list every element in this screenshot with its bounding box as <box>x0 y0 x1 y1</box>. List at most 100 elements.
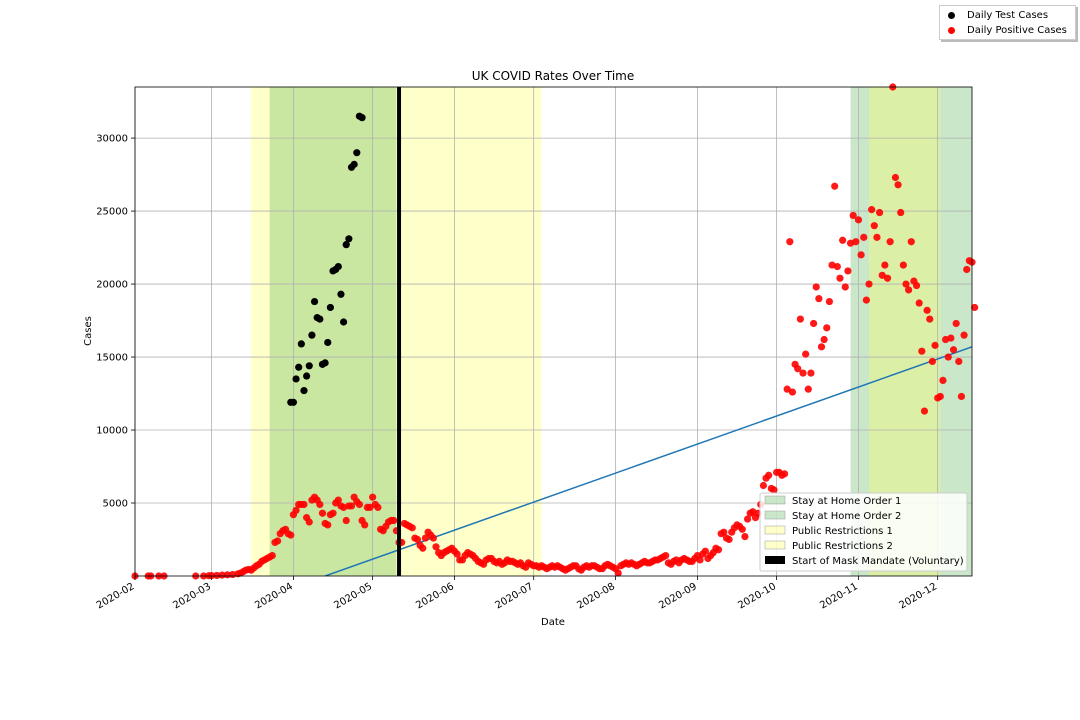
shaded-period-2 <box>269 87 397 576</box>
test-case-point <box>334 262 342 271</box>
shade-legend-label: Public Restrictions 1 <box>792 526 893 537</box>
positive-case-point <box>849 211 857 220</box>
test-case-point <box>295 363 303 371</box>
positive-case-point <box>366 503 374 511</box>
positive-case-point <box>413 535 422 544</box>
positive-case-point <box>944 353 952 361</box>
positive-case-point <box>905 286 913 294</box>
positive-case-point <box>738 525 746 533</box>
positive-case-point <box>870 222 878 230</box>
positive-case-point <box>860 233 868 241</box>
legend-entry-positive-cases: Daily Positive Cases <box>948 23 1067 37</box>
test-case-point <box>350 160 358 168</box>
positive-case-point <box>894 181 902 189</box>
positive-case-point <box>765 471 773 479</box>
positive-case-point <box>408 524 416 532</box>
test-case-point <box>358 114 366 122</box>
x-tick-label: 2020-10 <box>736 581 778 611</box>
positive-case-point <box>305 518 313 526</box>
legend-label-test: Daily Test Cases <box>967 9 1049 21</box>
positive-case-point <box>287 531 295 539</box>
positive-case-point <box>369 493 377 501</box>
positive-case-point <box>300 500 308 509</box>
positive-case-point <box>963 265 971 274</box>
positive-case-point <box>223 571 232 579</box>
positive-case-point <box>390 516 398 525</box>
y-tick-label: 10000 <box>96 426 128 437</box>
positive-cases-series <box>131 83 979 580</box>
positive-case-point <box>971 303 979 312</box>
shade-legend-swatch <box>765 556 785 564</box>
positive-case-point <box>799 369 807 377</box>
test-case-point <box>316 315 324 323</box>
positive-case-point <box>334 496 342 504</box>
positive-case-point <box>432 543 440 551</box>
x-tick-label: 2020-03 <box>171 581 213 611</box>
positive-case-point <box>886 238 894 246</box>
positive-case-point <box>207 571 216 580</box>
y-tick-label: 30000 <box>96 134 128 145</box>
test-case-point <box>305 362 313 370</box>
positive-case-point <box>292 506 300 514</box>
positive-case-point <box>936 392 944 401</box>
positive-case-point <box>804 385 812 393</box>
x-tick-label: 2020-11 <box>818 581 860 611</box>
positive-case-point <box>419 544 427 552</box>
test-case-point <box>337 290 345 298</box>
test-case-point <box>353 149 361 157</box>
test-case-point <box>321 359 329 367</box>
shade-legend-swatch <box>764 540 786 550</box>
legend-marker-positive <box>948 26 955 34</box>
positive-case-point <box>807 369 815 377</box>
positive-case-point <box>833 262 841 271</box>
positive-case-point <box>815 295 823 303</box>
y-tick-label: 15000 <box>96 353 128 364</box>
positive-case-point <box>213 571 221 580</box>
legend-marker-test <box>948 11 955 19</box>
test-case-point <box>308 331 316 339</box>
axes-frame <box>134 86 973 577</box>
positive-case-point <box>324 521 332 529</box>
shade-legend-frame <box>759 492 968 572</box>
positive-case-point <box>725 535 733 544</box>
axes <box>131 86 973 580</box>
positive-case-point <box>429 534 437 542</box>
positive-case-point <box>897 208 905 217</box>
positive-case-point <box>881 261 889 269</box>
positive-case-point <box>878 271 886 279</box>
test-case-point <box>292 375 300 383</box>
positive-case-point <box>347 502 356 510</box>
positive-case-point <box>875 208 884 217</box>
positive-case-point <box>852 238 860 246</box>
grid <box>134 87 972 576</box>
positive-case-point <box>743 515 752 523</box>
x-axis-label: Date <box>541 617 565 628</box>
test-case-point <box>310 297 319 306</box>
positive-case-point <box>788 388 797 396</box>
positive-case-point <box>809 319 818 328</box>
positive-case-point <box>316 500 324 509</box>
positive-case-point <box>701 547 709 555</box>
positive-case-point <box>928 357 936 366</box>
positive-case-point <box>741 532 749 541</box>
positive-case-point <box>759 481 768 490</box>
positive-case-point <box>342 516 350 525</box>
positive-case-point <box>923 306 931 314</box>
positive-case-point <box>796 315 804 323</box>
y-tick-label: 20000 <box>96 280 128 291</box>
positive-case-point <box>912 281 921 290</box>
positive-case-point <box>614 569 622 577</box>
positive-case-point <box>831 182 839 190</box>
chart-title: UK COVID Rates Over Time <box>472 69 635 83</box>
x-tick-label: 2020-05 <box>332 581 374 611</box>
positive-case-point <box>786 238 794 246</box>
positive-case-point <box>268 551 276 560</box>
positive-case-point <box>273 537 282 545</box>
series-legend: Daily Test Cases Daily Positive Cases <box>939 5 1076 40</box>
positive-case-point <box>915 299 923 307</box>
positive-case-point <box>960 331 968 339</box>
positive-case-point <box>865 280 873 288</box>
positive-case-point <box>920 407 929 415</box>
positive-case-point <box>868 206 876 214</box>
positive-case-point <box>862 296 870 304</box>
